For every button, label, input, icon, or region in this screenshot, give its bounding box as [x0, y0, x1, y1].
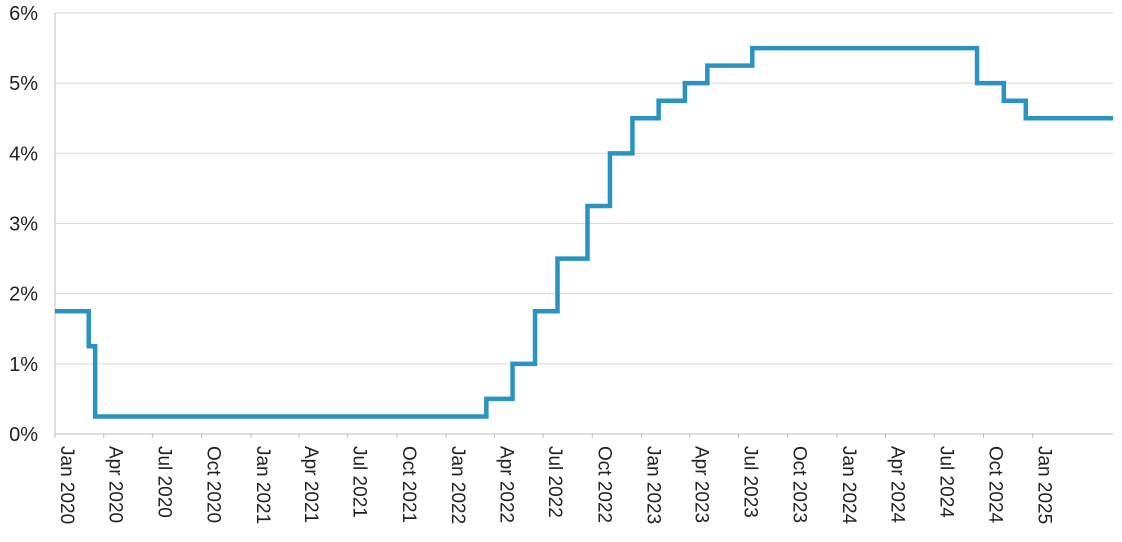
- y-tick-label: 0%: [9, 424, 38, 446]
- x-tick-label: Jan 2021: [252, 446, 273, 524]
- axes: [54, 13, 1113, 438]
- x-axis-ticks: Jan 2020 Apr 2020 Jul 2020 Oct 2020 Jan 2021…: [56, 446, 1055, 525]
- x-tick-label: Apr 2022: [495, 446, 516, 523]
- y-tick-label: 6%: [9, 3, 38, 25]
- y-tick-label: 4%: [9, 143, 38, 165]
- x-tick-label: Jul 2024: [935, 446, 956, 518]
- x-tick-label: Oct 2021: [398, 446, 419, 523]
- x-tick-label: Oct 2022: [593, 446, 614, 523]
- rate-series-line: [55, 45, 1113, 419]
- x-tick-label: Apr 2021: [300, 446, 321, 523]
- x-tick-label: Jul 2020: [153, 446, 174, 518]
- x-tick-label: Jan 2023: [643, 446, 664, 524]
- x-tick-label: Oct 2023: [789, 446, 810, 523]
- x-tick-label: Jan 2024: [838, 446, 859, 525]
- x-tick-label: Oct 2020: [203, 446, 224, 523]
- y-tick-label: 1%: [9, 354, 38, 376]
- y-tick-label: 3%: [9, 214, 38, 236]
- x-tick-label: Apr 2020: [105, 446, 126, 523]
- x-tick-label: Oct 2024: [984, 446, 1005, 524]
- x-tick-label: Jul 2023: [739, 446, 760, 518]
- x-tick-label: Apr 2024: [887, 446, 908, 524]
- y-tick-label: 2%: [9, 284, 38, 306]
- gridlines: [55, 12, 1113, 365]
- x-tick-label: Jan 2020: [56, 446, 77, 524]
- y-tick-label: 5%: [9, 73, 38, 95]
- x-tick-label: Jul 2022: [544, 446, 565, 518]
- x-tick-label: Jan 2025: [1034, 446, 1055, 524]
- x-tick-label: Jan 2022: [447, 446, 468, 524]
- x-tick-label: Jul 2021: [349, 446, 370, 518]
- x-tick-label: Apr 2023: [691, 446, 712, 523]
- series-layer: [55, 45, 1113, 419]
- y-axis-ticks: 0% 1% 2% 3% 4% 5% 6%: [9, 3, 38, 446]
